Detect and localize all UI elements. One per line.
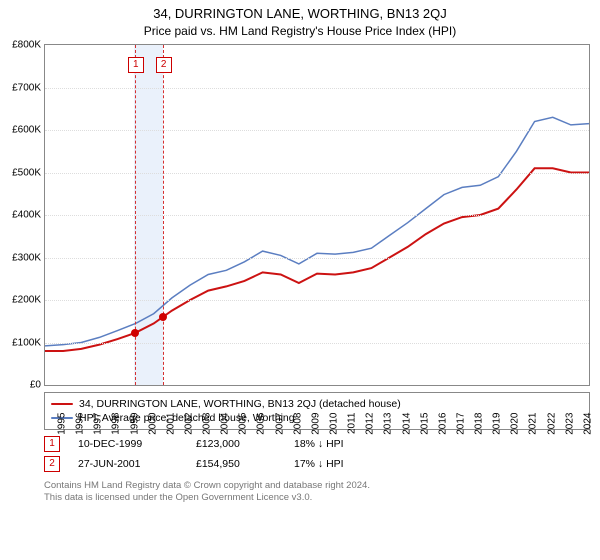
- chart-subtitle: Price paid vs. HM Land Registry's House …: [0, 21, 600, 44]
- x-tick: 2022: [536, 407, 547, 429]
- x-tick: 2020: [500, 407, 511, 429]
- x-tick: 1996: [65, 407, 76, 429]
- sale-date: 10-DEC-1999: [78, 438, 178, 450]
- x-tick: 2017: [446, 407, 457, 429]
- gridline: [45, 215, 589, 216]
- gridline: [45, 258, 589, 259]
- x-tick: 2004: [210, 407, 221, 429]
- x-tick: 2005: [228, 407, 239, 429]
- x-tick: 2011: [336, 407, 347, 429]
- x-tick: 2018: [464, 407, 475, 429]
- legend-swatch: [51, 403, 73, 405]
- sale-marker: 2: [156, 57, 172, 73]
- sale-dot: [131, 329, 139, 337]
- footer-line: Contains HM Land Registry data © Crown c…: [44, 480, 590, 492]
- series-hpi: [45, 117, 589, 346]
- sale-dot: [159, 313, 167, 321]
- gridline: [45, 130, 589, 131]
- sale-line: [163, 45, 164, 385]
- x-tick: 1998: [101, 407, 112, 429]
- x-tick: 1995: [47, 407, 58, 429]
- gridline: [45, 343, 589, 344]
- sale-date: 27-JUN-2001: [78, 458, 178, 470]
- x-tick: 2023: [554, 407, 565, 429]
- sale-row: 1 10-DEC-1999 £123,000 18% ↓ HPI: [44, 434, 590, 454]
- y-tick: £500K: [12, 167, 45, 178]
- x-tick: 2025: [591, 407, 600, 429]
- x-tick: 1997: [83, 407, 94, 429]
- x-tick: 2024: [572, 407, 583, 429]
- sale-marker: 2: [44, 456, 60, 472]
- y-tick: £100K: [12, 337, 45, 348]
- sale-price: £154,950: [196, 458, 276, 470]
- y-tick: £300K: [12, 252, 45, 263]
- footer: Contains HM Land Registry data © Crown c…: [44, 480, 590, 504]
- sale-pct: 17% ↓ HPI: [294, 458, 344, 470]
- chart-title: 34, DURRINGTON LANE, WORTHING, BN13 2QJ: [0, 0, 600, 21]
- x-tick: 2008: [282, 407, 293, 429]
- x-tick: 1999: [119, 407, 130, 429]
- y-tick: £0: [30, 380, 45, 391]
- x-tick: 2012: [355, 407, 366, 429]
- x-tick: 2014: [391, 407, 402, 429]
- footer-line: This data is licensed under the Open Gov…: [44, 492, 590, 504]
- x-tick: 2019: [482, 407, 493, 429]
- sale-marker: 1: [44, 436, 60, 452]
- x-tick: 2003: [192, 407, 203, 429]
- sale-price: £123,000: [196, 438, 276, 450]
- sales-table: 1 10-DEC-1999 £123,000 18% ↓ HPI 2 27-JUN-200…: [44, 434, 590, 474]
- x-tick: 2010: [319, 407, 330, 429]
- x-tick: 2015: [409, 407, 420, 429]
- sale-row: 2 27-JUN-2001 £154,950 17% ↓ HPI: [44, 454, 590, 474]
- x-tick: 2007: [264, 407, 275, 429]
- x-tick: 2006: [246, 407, 257, 429]
- y-tick: £700K: [12, 82, 45, 93]
- x-tick: 2013: [373, 407, 384, 429]
- x-tick: 2021: [518, 407, 529, 429]
- gridline: [45, 173, 589, 174]
- series-property: [45, 168, 589, 351]
- y-tick: £600K: [12, 125, 45, 136]
- y-tick: £800K: [12, 40, 45, 51]
- x-tick: 2001: [155, 407, 166, 429]
- sale-marker: 1: [128, 57, 144, 73]
- gridline: [45, 88, 589, 89]
- x-tick: 2009: [300, 407, 311, 429]
- y-tick: £200K: [12, 295, 45, 306]
- sale-pct: 18% ↓ HPI: [294, 438, 344, 450]
- gridline: [45, 300, 589, 301]
- x-tick: 2000: [137, 407, 148, 429]
- x-tick: 2016: [427, 407, 438, 429]
- plot-area: £0£100K£200K£300K£400K£500K£600K£700K£80…: [44, 44, 590, 386]
- y-tick: £400K: [12, 210, 45, 221]
- x-tick: 2002: [174, 407, 185, 429]
